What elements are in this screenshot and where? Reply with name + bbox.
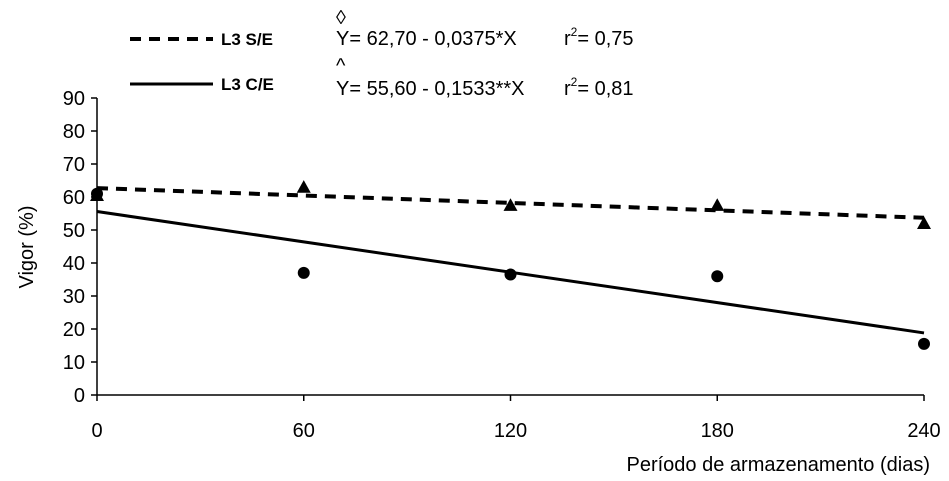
legend-entry-s-e: L3 S/E ◊ Y= 62,70 - 0,0375*X r2= 0,75 bbox=[130, 7, 634, 50]
hat-symbol-c-e: ^ bbox=[336, 55, 346, 77]
x-tick-label: 0 bbox=[91, 420, 102, 442]
circle-point bbox=[504, 268, 517, 281]
y-tick-label: 0 bbox=[74, 385, 85, 407]
x-tick-label: 120 bbox=[494, 420, 527, 442]
y-tick-label: 80 bbox=[63, 121, 85, 143]
hat-symbol-s-e: ◊ bbox=[336, 7, 346, 29]
y-tick-label: 30 bbox=[63, 286, 85, 308]
circle-point bbox=[297, 266, 310, 279]
x-axis-title: Período de armazenamento (dias) bbox=[627, 454, 931, 476]
r2-sup-c-e: 2 bbox=[571, 75, 578, 89]
r2-value-s-e: = 0,75 bbox=[577, 28, 633, 50]
r2-label-c-e: r bbox=[564, 78, 571, 100]
x-tick-label: 60 bbox=[293, 420, 315, 442]
r2-c-e: r2= 0,81 bbox=[564, 75, 634, 100]
y-tick-label: 50 bbox=[63, 220, 85, 242]
r2-value-c-e: = 0,81 bbox=[577, 78, 633, 100]
tick-labels: 0 10 20 30 40 50 60 70 80 90 0 60 120 180 240 bbox=[63, 88, 941, 442]
r2-label-s-e: r bbox=[564, 28, 571, 50]
axes bbox=[91, 97, 925, 401]
y-tick-label: 20 bbox=[63, 319, 85, 341]
legend-label-c-e: L3 C/E bbox=[221, 75, 274, 94]
legend-label-s-e: L3 S/E bbox=[221, 30, 273, 49]
y-axis-title: Vigor (%) bbox=[16, 206, 38, 289]
y-tick-label: 70 bbox=[63, 154, 85, 176]
equation-c-e: Y= 55,60 - 0,1533**X bbox=[336, 78, 524, 100]
r2-s-e: r2= 0,75 bbox=[564, 25, 634, 50]
x-tick-label: 240 bbox=[907, 420, 940, 442]
legend-entry-c-e: L3 C/E ^ Y= 55,60 - 0,1533**X r2= 0,81 bbox=[130, 55, 634, 100]
y-tick-label: 40 bbox=[63, 253, 85, 275]
circle-point bbox=[918, 337, 930, 350]
triangle-point bbox=[710, 198, 725, 211]
y-tick-label: 90 bbox=[63, 88, 85, 110]
triangle-point bbox=[503, 198, 518, 211]
data-points bbox=[90, 180, 931, 350]
y-tick-label: 10 bbox=[63, 352, 85, 374]
circle-point bbox=[711, 270, 724, 283]
r2-sup-s-e: 2 bbox=[571, 25, 578, 39]
equation-s-e: Y= 62,70 - 0,0375*X bbox=[336, 28, 517, 50]
y-tick-label: 60 bbox=[63, 187, 85, 209]
triangle-point bbox=[296, 180, 311, 193]
x-tick-label: 180 bbox=[701, 420, 734, 442]
trend-line-s-e bbox=[96, 186, 925, 220]
circle-point bbox=[91, 187, 103, 200]
legend: L3 S/E ◊ Y= 62,70 - 0,0375*X r2= 0,75 L3… bbox=[130, 7, 634, 100]
triangle-point bbox=[917, 216, 931, 229]
